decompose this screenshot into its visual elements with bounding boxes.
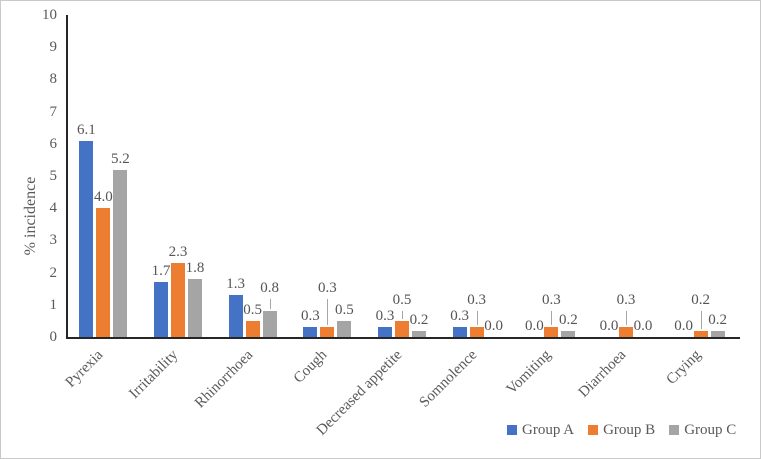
y-axis-tick-label: 6 [49,135,58,152]
legend-item-group-a: Group A [507,421,574,439]
bar-group-b [96,208,111,337]
y-axis-tick-label: 5 [49,168,58,184]
bar-group-a [79,141,94,337]
data-label: 0.5 [392,292,412,308]
data-label: 0.3 [467,292,487,308]
bar-group-b [693,331,708,337]
bar-group-b [245,321,260,337]
data-label: 0.2 [558,312,578,328]
legend-swatch-icon [669,425,680,435]
bar-group-a [452,327,467,337]
data-label-leader-line [476,311,478,325]
bar-group-b [395,321,409,337]
legend-label: Group A [522,422,575,438]
bar-group-c [113,170,128,337]
data-label: 0.3 [616,292,636,308]
data-label: 0.3 [450,308,470,324]
data-label: 0.2 [409,312,429,328]
data-label: 0.0 [599,318,619,334]
data-label-leader-line [327,299,329,325]
legend-item-group-b: Group B [588,421,655,439]
data-label: 0.8 [260,280,280,296]
bar-group-c [188,279,202,337]
data-label: 0.3 [317,280,337,296]
data-label: 0.2 [708,312,728,328]
bar-group-a [378,327,392,337]
bar-group-c [262,311,277,337]
data-label: 2.3 [168,244,188,260]
bar-group-c [710,331,725,337]
bar-group-b [469,327,484,337]
legend-swatch-icon [507,425,517,435]
y-axis-tick-label: 8 [49,71,58,88]
data-label: 1.3 [226,276,246,292]
data-label: 1.8 [185,260,205,276]
data-label: 0.3 [300,308,320,324]
bar-group-a [228,295,243,337]
bar-group-c [412,331,426,337]
plot-area [66,15,740,339]
bar-group-a [154,282,168,337]
bar-group-b [320,327,335,337]
data-label-leader-line [626,311,627,325]
y-axis-tick-label: 4 [49,200,58,217]
data-label-leader-line [269,299,271,309]
bar-group-a [303,327,318,337]
legend-swatch-icon [588,425,599,435]
data-label: 0.0 [524,318,544,334]
y-axis-tick-label: 2 [49,264,58,281]
data-label: 0.2 [691,292,711,308]
y-axis-tick-label: 9 [49,39,58,56]
bar-group-c [561,331,576,337]
data-label: 0.5 [334,302,354,318]
bar-group-b [619,327,633,337]
y-axis-tick-label: 0 [49,329,58,345]
data-label-leader-line [700,311,702,329]
y-axis-tick-label: 7 [49,103,58,120]
bar-group-b [544,327,559,337]
data-label: 0.0 [674,318,694,334]
legend-label: Group C [684,422,737,438]
legend-label: Group B [603,422,656,438]
bar-group-c [337,321,352,337]
bar-group-b [171,263,185,337]
data-label: 0.3 [541,292,561,308]
y-axis-tick-label: 3 [49,232,58,249]
data-label: 5.2 [110,151,130,167]
data-label: 4.0 [93,189,113,205]
data-label: 0.0 [484,318,504,334]
y-axis-tick-label: 10 [42,7,57,23]
y-axis-tick-label: 1 [49,296,58,313]
legend-item-group-c: Group C [669,421,736,439]
data-label-leader-line [551,311,553,325]
data-label: 0.0 [633,318,653,334]
data-label: 1.7 [151,263,171,279]
data-label-leader-line [402,311,403,319]
legend: Group A Group B Group C [507,421,736,439]
data-label: 0.3 [375,308,395,324]
data-label: 0.5 [243,302,263,318]
data-label: 6.1 [76,122,96,138]
